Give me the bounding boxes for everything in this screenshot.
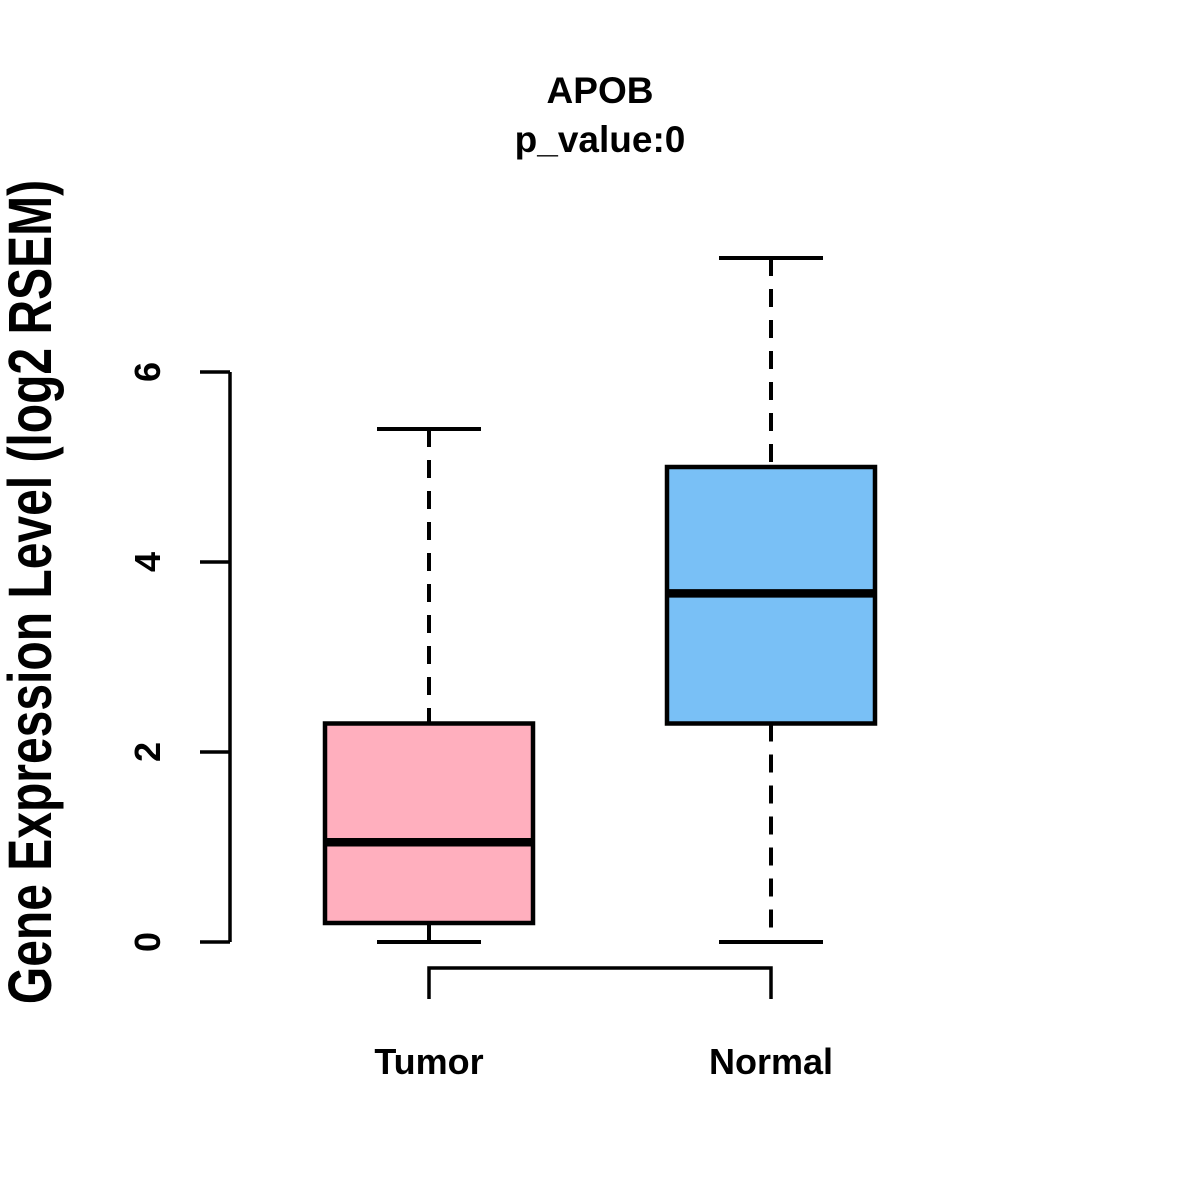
y-tick-label-2: 4 — [127, 551, 168, 573]
chart-title: APOB — [546, 70, 654, 111]
tumor-box — [322, 721, 536, 926]
x-category-label-normal: Normal — [708, 1041, 834, 1082]
chart-subtitle: p_value:0 — [514, 119, 686, 160]
y-tick-label-3: 6 — [127, 361, 168, 383]
y-axis-label: Gene Expression Level (log2 RSEM) — [0, 179, 65, 1005]
x-category-label-tumor: Tumor — [374, 1041, 484, 1082]
y-tick-label-1: 2 — [127, 741, 168, 763]
y-tick-label-0: 0 — [127, 931, 168, 953]
comparison-bracket — [427, 966, 773, 999]
